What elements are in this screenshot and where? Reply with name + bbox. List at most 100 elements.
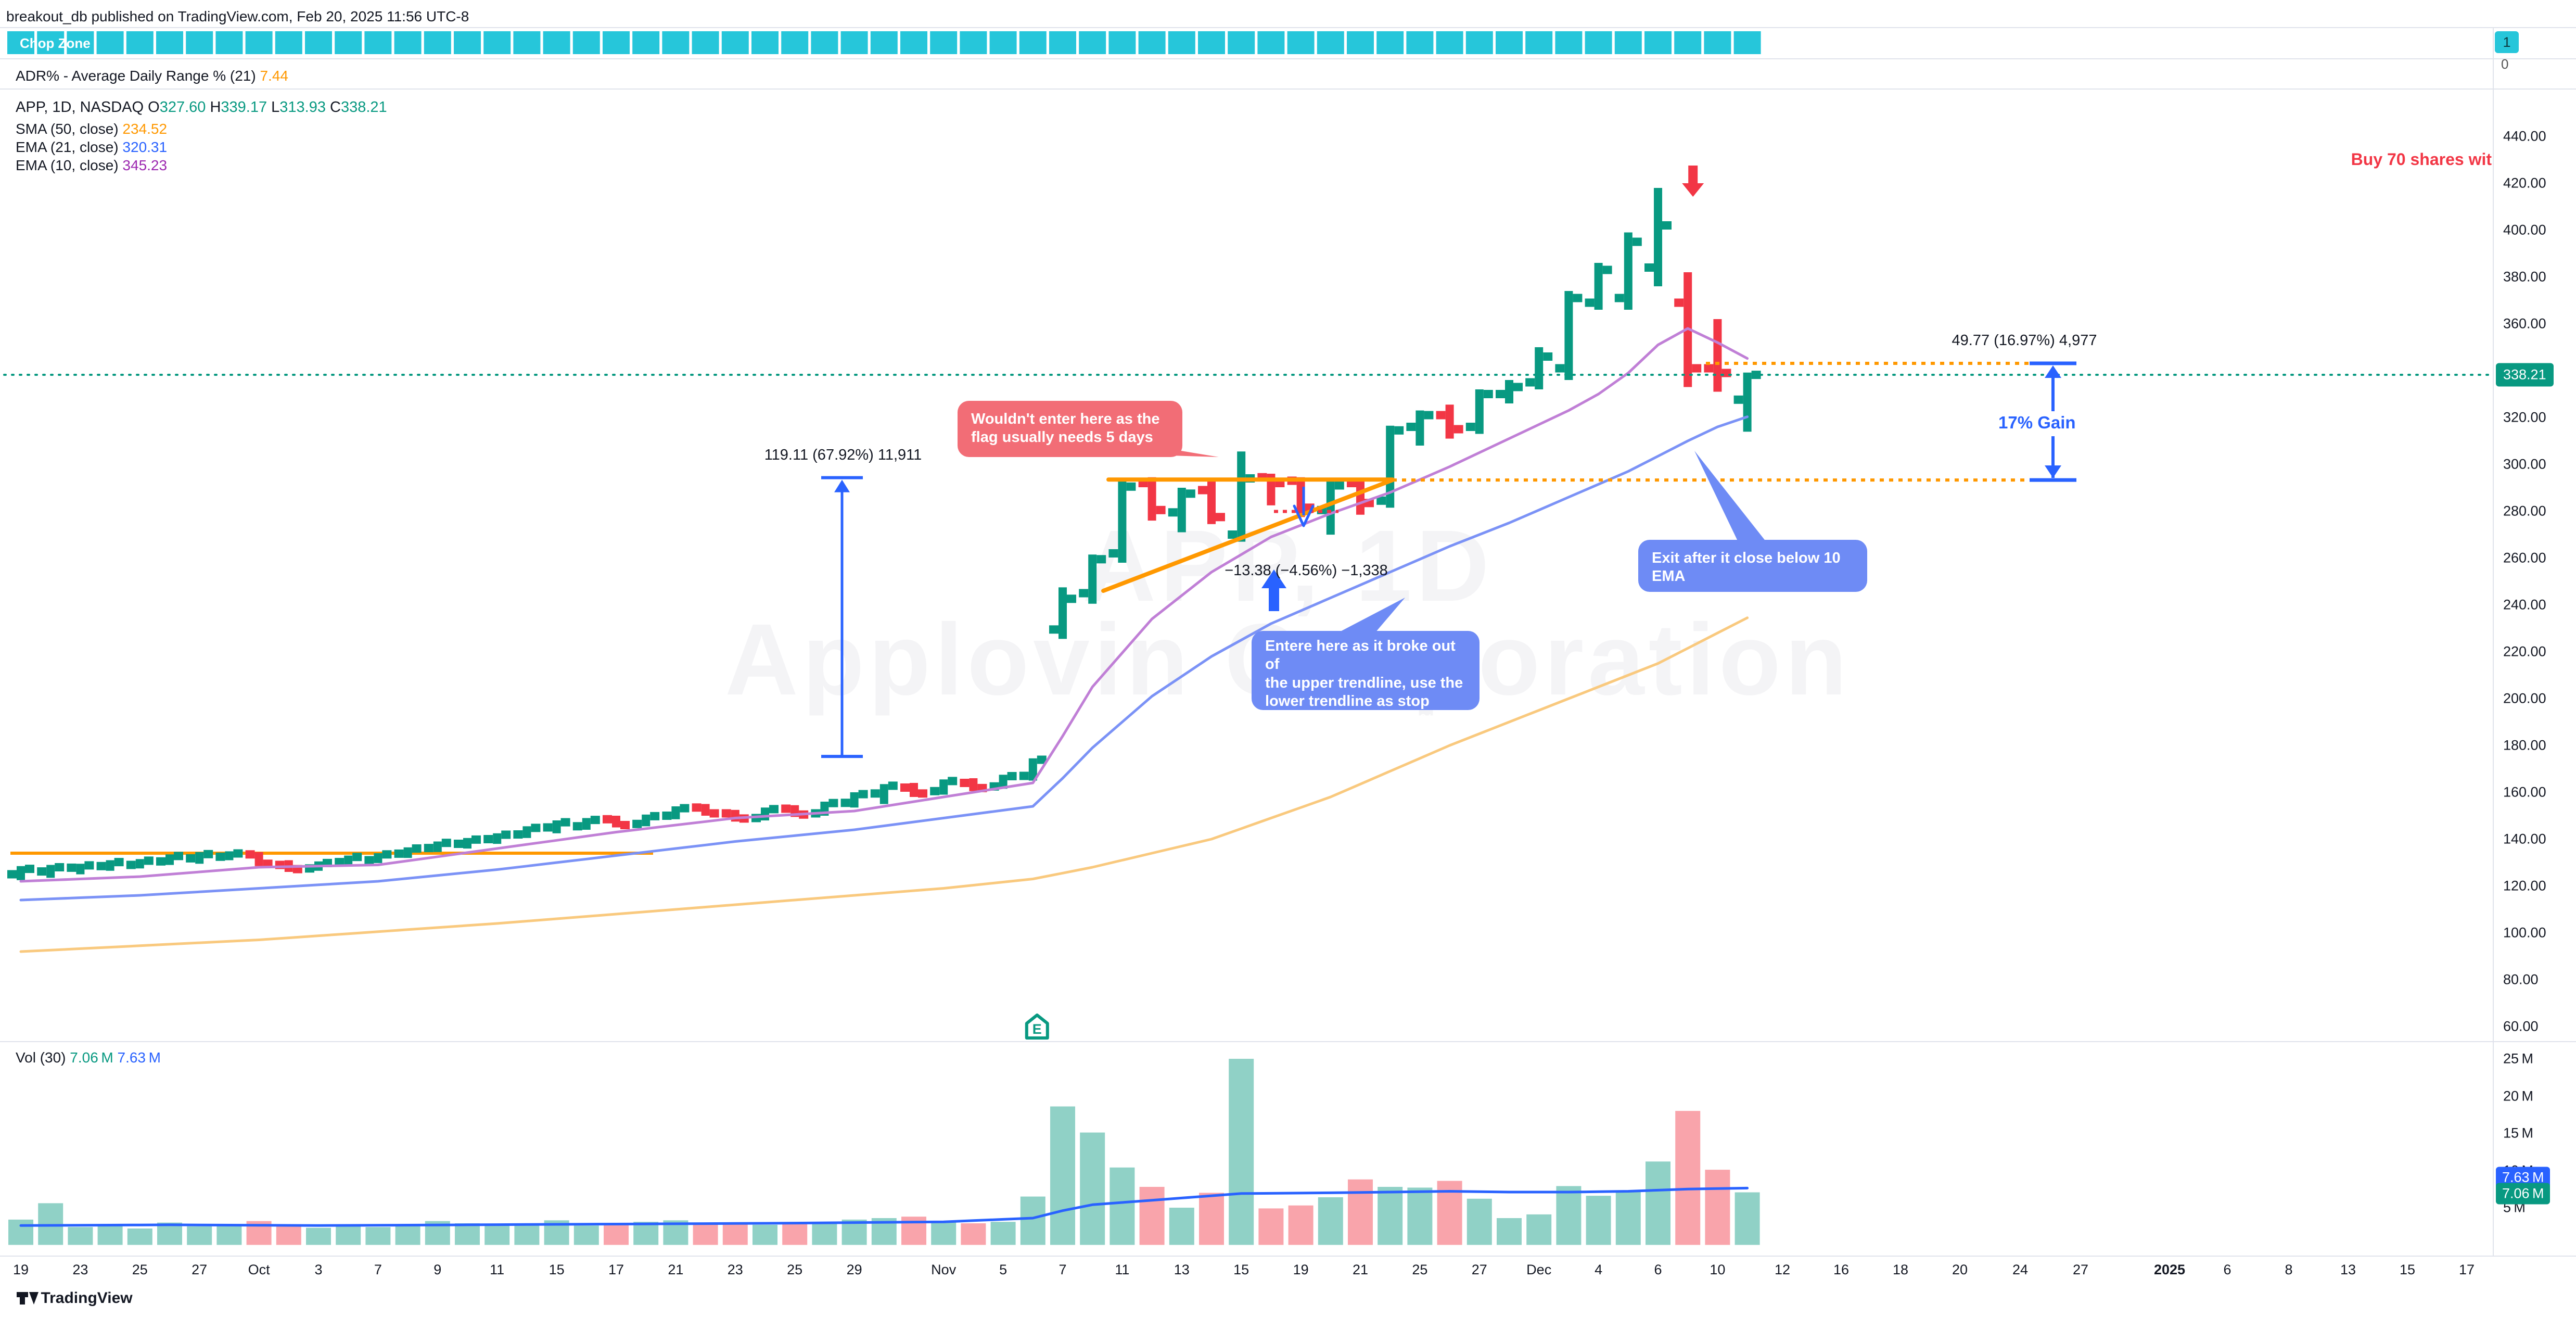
publish-header: breakout_db published on TradingView.com… bbox=[6, 8, 469, 24]
time-tick: 3 bbox=[314, 1262, 323, 1277]
time-tick: Dec bbox=[1526, 1262, 1552, 1277]
adr-label: ADR% - Average Daily Range % (21) bbox=[16, 68, 256, 84]
price-tick: 280.00 bbox=[2503, 503, 2546, 519]
price-tick: 240.00 bbox=[2503, 597, 2546, 613]
price-tick: 180.00 bbox=[2503, 737, 2546, 753]
volume-tick: 20 M bbox=[2503, 1088, 2533, 1104]
price-tick: 260.00 bbox=[2503, 550, 2546, 566]
time-tick: 25 bbox=[1412, 1262, 1428, 1277]
symbol-legend-part: L bbox=[267, 99, 280, 116]
price-tick: 300.00 bbox=[2503, 456, 2546, 472]
volume-badge: 7.06 M bbox=[2496, 1183, 2551, 1205]
stop-measure-value: −13.38 (−4.56%) −1,338 bbox=[1225, 562, 1388, 579]
time-tick: 27 bbox=[2072, 1262, 2089, 1277]
price-tick: 200.00 bbox=[2503, 690, 2546, 706]
symbol-legend-part: H bbox=[206, 99, 221, 116]
chop-zone-label: Chop Zone bbox=[20, 35, 91, 51]
price-tick: 440.00 bbox=[2503, 128, 2546, 144]
volume-legend-part: Vol (30) bbox=[16, 1049, 66, 1066]
tradingview-logo-icon bbox=[17, 1292, 39, 1305]
time-tick: Oct bbox=[248, 1262, 270, 1277]
price-tick: 100.00 bbox=[2503, 925, 2546, 941]
time-tick: 19 bbox=[12, 1262, 29, 1277]
time-tick: 23 bbox=[72, 1262, 88, 1277]
price-tick: 60.00 bbox=[2503, 1018, 2539, 1034]
pane-separator-chop[interactable] bbox=[0, 58, 2576, 59]
time-tick: 17 bbox=[608, 1262, 624, 1277]
price-tick: 360.00 bbox=[2503, 315, 2546, 332]
sma50-legend[interactable]: SMA (50, close) 234.52 bbox=[16, 121, 168, 137]
time-tick: 6 bbox=[1654, 1262, 1662, 1277]
ema10-legend[interactable]: EMA (10, close) 345.23 bbox=[16, 157, 168, 173]
time-tick: 6 bbox=[2223, 1262, 2231, 1277]
chop-zone-scale-low: 0 bbox=[2501, 56, 2509, 72]
price-tick: 380.00 bbox=[2503, 269, 2546, 285]
pane-separator-top bbox=[0, 27, 2576, 28]
time-tick: 16 bbox=[1833, 1262, 1850, 1277]
buy-note-text[interactable]: Buy 70 shares wit bbox=[2351, 150, 2492, 169]
time-tick: 11 bbox=[490, 1262, 505, 1277]
callout-entry[interactable]: Entere here as it broke out of the upper… bbox=[1252, 631, 1480, 728]
symbol-legend-part: 338.21 bbox=[340, 99, 387, 116]
adr-legend[interactable]: ADR% - Average Daily Range % (21) 7.44 bbox=[16, 68, 288, 84]
tradingview-logo[interactable]: TradingView bbox=[16, 1288, 133, 1309]
volume-legend-part: 7.06 M bbox=[66, 1049, 113, 1066]
price-tick: 80.00 bbox=[2503, 971, 2539, 987]
time-tick: 2025 bbox=[2153, 1262, 2186, 1277]
pane-separator-volume[interactable] bbox=[0, 1041, 2576, 1042]
ema21-legend[interactable]: EMA (21, close) 320.31 bbox=[16, 139, 168, 155]
time-tick: 13 bbox=[2340, 1262, 2356, 1277]
time-tick: 15 bbox=[549, 1262, 565, 1277]
symbol-legend-part: O bbox=[144, 99, 160, 116]
time-tick: 13 bbox=[1174, 1262, 1190, 1277]
time-tick: 29 bbox=[846, 1262, 862, 1277]
price-tick: 420.00 bbox=[2503, 175, 2546, 191]
price-tick: 400.00 bbox=[2503, 222, 2546, 238]
gain-measure-label[interactable]: 17% Gain bbox=[1993, 413, 2081, 433]
price-tick: 320.00 bbox=[2503, 409, 2546, 425]
time-tick: 7 bbox=[1059, 1262, 1067, 1277]
symbol-legend[interactable]: APP, 1D, NASDAQ O327.60 H339.17 L313.93 … bbox=[16, 99, 387, 116]
pole-measure-value: 119.11 (67.92%) 11,911 bbox=[764, 447, 922, 463]
current-price-badge: 338.21 bbox=[2496, 363, 2554, 387]
time-tick: 18 bbox=[1892, 1262, 1909, 1277]
callout-no-entry[interactable]: Wouldn't enter here as the flag usually … bbox=[958, 401, 1182, 457]
volume-legend-part: 7.63 M bbox=[113, 1049, 161, 1066]
price-tick: 140.00 bbox=[2503, 831, 2546, 847]
volume-tick: 25 M bbox=[2503, 1050, 2533, 1067]
volume-legend[interactable]: Vol (30) 7.06 M 7.63 M bbox=[16, 1049, 161, 1066]
symbol-legend-part: 313.93 bbox=[279, 99, 326, 116]
time-tick: Nov bbox=[931, 1262, 957, 1277]
time-tick: 27 bbox=[192, 1262, 208, 1277]
svg-text:E: E bbox=[1032, 1021, 1042, 1037]
time-tick: 8 bbox=[2285, 1262, 2293, 1277]
symbol-legend-part: 327.60 bbox=[159, 99, 206, 116]
time-tick: 5 bbox=[999, 1262, 1008, 1277]
time-tick: 25 bbox=[132, 1262, 148, 1277]
symbol-legend-part: APP, 1D, NASDAQ bbox=[16, 99, 144, 116]
time-tick: 7 bbox=[374, 1262, 382, 1277]
time-tick: 25 bbox=[787, 1262, 803, 1277]
time-tick: 21 bbox=[1352, 1262, 1369, 1277]
adr-value: 7.44 bbox=[260, 68, 288, 84]
price-axis-separator bbox=[2493, 27, 2494, 1257]
volume-tick: 15 M bbox=[2503, 1125, 2533, 1141]
symbol-legend-part: 339.17 bbox=[221, 99, 267, 116]
chop-zone-badge: 1 bbox=[2495, 31, 2519, 53]
pane-separator-adr[interactable] bbox=[0, 88, 2576, 90]
gain-measure-value: 49.77 (16.97%) 4,977 bbox=[1952, 332, 2097, 349]
time-tick: 24 bbox=[2012, 1262, 2029, 1277]
time-tick: 15 bbox=[1233, 1262, 1249, 1277]
price-tick: 120.00 bbox=[2503, 878, 2546, 894]
symbol-legend-part: C bbox=[325, 99, 341, 116]
callout-exit[interactable]: Exit after it close below 10 EMA bbox=[1638, 540, 1867, 592]
time-tick: 19 bbox=[1293, 1262, 1309, 1277]
time-tick: 15 bbox=[2399, 1262, 2416, 1277]
time-tick: 10 bbox=[1710, 1262, 1726, 1277]
time-tick: 11 bbox=[1115, 1262, 1130, 1277]
time-tick: 20 bbox=[1952, 1262, 1968, 1277]
time-tick: 4 bbox=[1595, 1262, 1603, 1277]
price-tick: 220.00 bbox=[2503, 643, 2546, 660]
time-tick: 12 bbox=[1774, 1262, 1791, 1277]
